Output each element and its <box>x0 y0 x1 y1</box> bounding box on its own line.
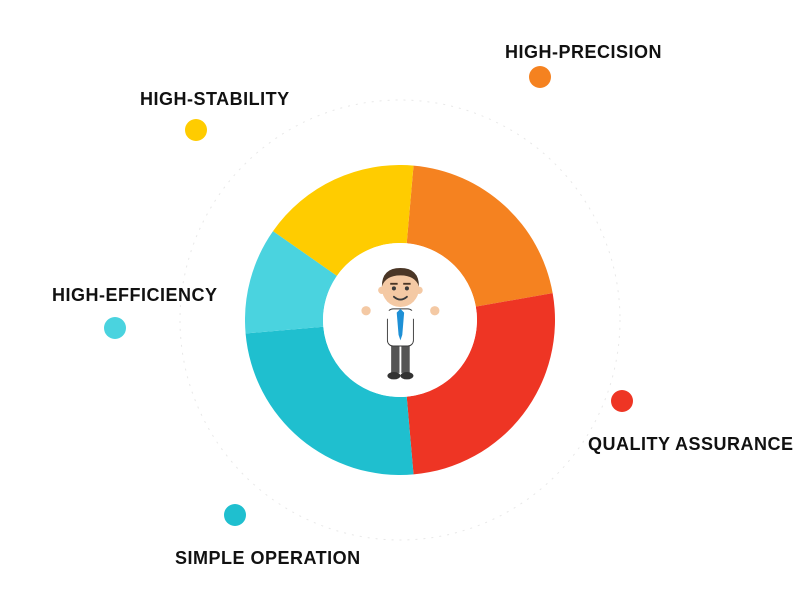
label-high-precision: HIGH-PRECISION <box>505 42 662 63</box>
center-avatar <box>354 255 447 385</box>
dot-high-stability <box>185 119 207 141</box>
label-simple-operation: SIMPLE OPERATION <box>175 548 361 569</box>
dot-high-precision <box>529 66 551 88</box>
label-quality-assurance: QUALITY ASSURANCE <box>588 434 794 455</box>
dot-high-efficiency <box>104 317 126 339</box>
label-high-efficiency: HIGH-EFFICIENCY <box>52 285 218 306</box>
dot-simple-operation <box>224 504 246 526</box>
label-high-stability: HIGH-STABILITY <box>140 89 290 110</box>
infographic-stage: HIGH-PRECISION HIGH-STABILITY HIGH-EFFIC… <box>0 0 800 609</box>
dot-quality-assurance <box>611 390 633 412</box>
